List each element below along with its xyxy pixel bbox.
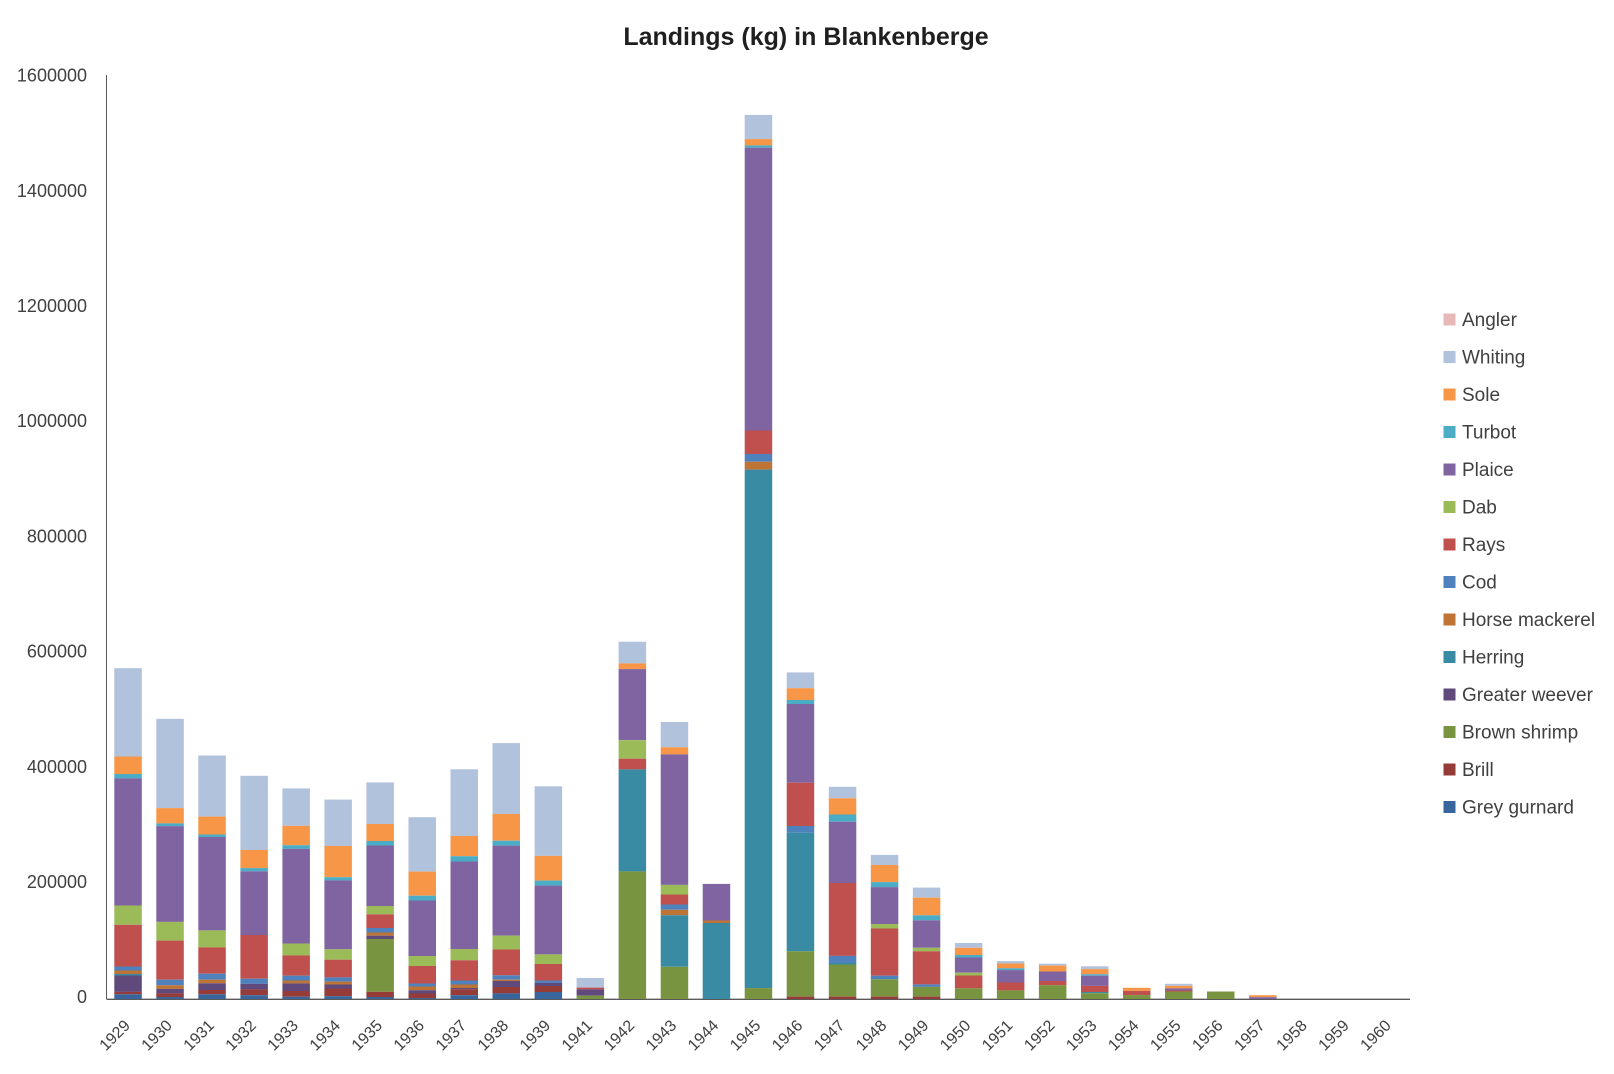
svg-text:1951: 1951 bbox=[979, 1017, 1016, 1054]
svg-text:1936: 1936 bbox=[391, 1017, 428, 1054]
svg-text:1945: 1945 bbox=[727, 1017, 764, 1054]
svg-text:Angler: Angler bbox=[1462, 310, 1518, 331]
svg-text:Dab: Dab bbox=[1462, 498, 1497, 519]
svg-text:Greater weever: Greater weever bbox=[1462, 685, 1594, 706]
svg-text:1954: 1954 bbox=[1105, 1017, 1142, 1054]
svg-text:1939: 1939 bbox=[517, 1017, 554, 1054]
svg-text:1955: 1955 bbox=[1147, 1017, 1184, 1054]
svg-text:1956: 1956 bbox=[1189, 1017, 1226, 1054]
svg-text:1960: 1960 bbox=[1358, 1017, 1395, 1054]
svg-text:1957: 1957 bbox=[1231, 1017, 1268, 1054]
svg-text:Grey gurnard: Grey gurnard bbox=[1462, 798, 1574, 819]
svg-text:1934: 1934 bbox=[307, 1017, 344, 1054]
svg-text:1000000: 1000000 bbox=[17, 411, 87, 431]
svg-text:Rays: Rays bbox=[1462, 535, 1505, 556]
svg-text:1949: 1949 bbox=[895, 1017, 932, 1054]
svg-text:Cod: Cod bbox=[1462, 573, 1497, 594]
svg-text:800000: 800000 bbox=[27, 526, 87, 546]
svg-text:1400000: 1400000 bbox=[17, 181, 87, 201]
svg-text:0: 0 bbox=[77, 987, 87, 1007]
svg-text:1947: 1947 bbox=[811, 1017, 848, 1054]
svg-text:Brill: Brill bbox=[1462, 760, 1494, 781]
svg-text:Horse mackerel: Horse mackerel bbox=[1462, 610, 1595, 631]
svg-text:Turbot: Turbot bbox=[1462, 423, 1517, 444]
svg-text:1200000: 1200000 bbox=[17, 296, 87, 316]
svg-text:Herring: Herring bbox=[1462, 648, 1524, 669]
svg-text:1942: 1942 bbox=[601, 1017, 638, 1054]
svg-text:1952: 1952 bbox=[1021, 1017, 1058, 1054]
svg-text:1958: 1958 bbox=[1274, 1017, 1311, 1054]
svg-text:1931: 1931 bbox=[181, 1017, 218, 1054]
svg-text:200000: 200000 bbox=[27, 872, 87, 892]
svg-text:1930: 1930 bbox=[139, 1017, 176, 1054]
svg-text:1937: 1937 bbox=[433, 1017, 470, 1054]
svg-text:Plaice: Plaice bbox=[1462, 460, 1514, 481]
svg-text:1935: 1935 bbox=[349, 1017, 386, 1054]
svg-text:1959: 1959 bbox=[1316, 1017, 1353, 1054]
svg-text:1943: 1943 bbox=[643, 1017, 680, 1054]
svg-text:400000: 400000 bbox=[27, 757, 87, 777]
svg-text:600000: 600000 bbox=[27, 642, 87, 662]
svg-text:1941: 1941 bbox=[559, 1017, 596, 1054]
svg-text:Whiting: Whiting bbox=[1462, 348, 1525, 369]
svg-text:1953: 1953 bbox=[1063, 1017, 1100, 1054]
svg-text:1950: 1950 bbox=[937, 1017, 974, 1054]
svg-text:1944: 1944 bbox=[685, 1017, 722, 1054]
svg-text:1933: 1933 bbox=[265, 1017, 302, 1054]
svg-text:Brown shrimp: Brown shrimp bbox=[1462, 723, 1578, 744]
svg-text:Landings (kg) in Blankenberge: Landings (kg) in Blankenberge bbox=[623, 23, 988, 51]
svg-text:1929: 1929 bbox=[97, 1017, 134, 1054]
svg-text:1946: 1946 bbox=[769, 1017, 806, 1054]
svg-text:1932: 1932 bbox=[223, 1017, 260, 1054]
svg-text:1948: 1948 bbox=[853, 1017, 890, 1054]
svg-text:Sole: Sole bbox=[1462, 385, 1500, 406]
svg-text:1938: 1938 bbox=[475, 1017, 512, 1054]
svg-text:1600000: 1600000 bbox=[17, 66, 87, 86]
